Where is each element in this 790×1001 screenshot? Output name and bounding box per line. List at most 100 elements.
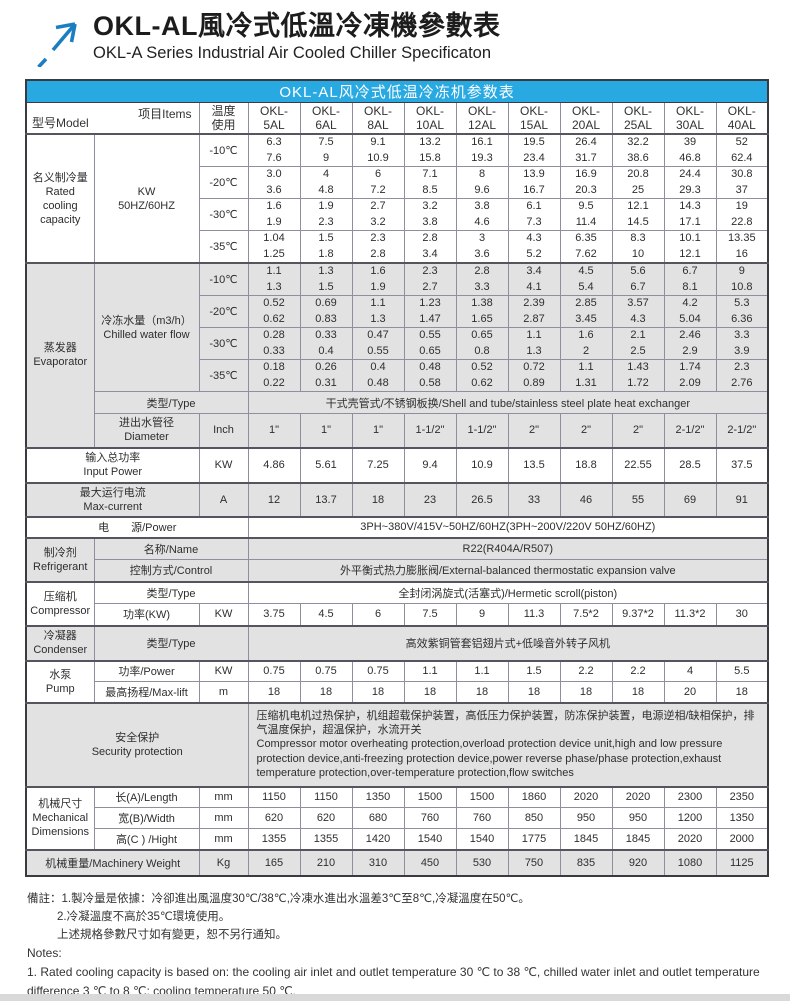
value-cell: 32.2 38.6 [611, 133, 665, 167]
unit-label: Kg [198, 849, 249, 876]
unit-label: KW [198, 660, 249, 682]
value-cell: 12.1 14.5 [611, 198, 665, 231]
value-cell: 4.5 [299, 603, 353, 626]
value-cell: 0.75 [351, 660, 405, 682]
value-cell: 18 [715, 681, 769, 703]
value-cell: 1540 [455, 828, 509, 850]
value-cell: 5.6 6.7 [611, 262, 665, 296]
value-cell: 1.6 1.9 [247, 198, 301, 231]
note-line: 備註：1.製冷量是依據：冷卻進出風溫度30℃/38℃,冷凍水進出水溫差3℃至8℃… [27, 892, 530, 905]
value-cell: 1355 [299, 828, 353, 850]
unit-label: KW 50HZ/60HZ [93, 133, 200, 264]
security-text-en: Compressor motor overheating protection,… [256, 738, 723, 779]
value-cell: 0.52 0.62 [455, 359, 509, 392]
value-cell: 18 [403, 681, 457, 703]
value-cell: 18.8 [559, 447, 613, 483]
temp-label: -10℃ [198, 133, 249, 167]
value-cell: 530 [455, 849, 509, 876]
value-cell: 2.7 3.2 [351, 198, 405, 231]
value-cell: 1" [351, 413, 405, 448]
merged-value-cell: 高效紫铜管套铝翅片式+低噪音外转子风机 [247, 625, 769, 661]
row-label: 功率/Power [93, 660, 200, 682]
value-cell: 1500 [455, 786, 509, 808]
value-cell: 9 10.8 [715, 262, 769, 296]
value-cell: 4.2 5.04 [663, 295, 717, 328]
section-machinery-weight: 机械重量/Machinery Weight Kg 165 210 310 450 530… [25, 849, 769, 876]
value-cell: 1.5 [507, 660, 561, 682]
value-cell: 1540 [403, 828, 457, 850]
value-cell: 30 [715, 603, 769, 626]
merged-value-cell: 3PH~380V/415V~50HZ/60HZ(3PH~200V/220V 50… [247, 516, 769, 538]
notes: 備註：1.製冷量是依據：冷卻進出風溫度30℃/38℃,冷凍水進出水溫差3℃至8℃… [25, 877, 765, 1001]
model-column-header: OKL- 20AL [559, 102, 613, 135]
value-cell: 1845 [611, 828, 665, 850]
value-cell: 11.3*2 [663, 603, 717, 626]
model-column-header: OKL- 5AL [247, 102, 301, 135]
row-label: 功率(KW) [93, 603, 200, 626]
value-cell: 1080 [663, 849, 717, 876]
row-label: 高(C ) /Hight [93, 828, 200, 850]
value-cell: 1775 [507, 828, 561, 850]
row-label: 宽(B)/Width [93, 807, 200, 829]
value-cell: 0.4 0.48 [351, 359, 405, 392]
value-cell: 2-1/2" [715, 413, 769, 448]
value-cell: 1.6 2 [559, 327, 613, 360]
unit-label: m [198, 681, 249, 703]
section-evaporator: 蒸发器 Evaporator 冷冻水量（m3/h） Chilled water fl… [25, 262, 769, 448]
value-cell: 3.3 3.9 [715, 327, 769, 360]
value-cell: 4.86 [247, 447, 301, 483]
value-cell: 0.52 0.62 [247, 295, 301, 328]
value-cell: 850 [507, 807, 561, 829]
unit-label: mm [198, 807, 249, 829]
value-cell: 5.3 6.36 [715, 295, 769, 328]
value-cell: 0.26 0.31 [299, 359, 353, 392]
value-cell: 7.25 [351, 447, 405, 483]
value-cell: 1.6 1.9 [351, 262, 405, 296]
unit-label: mm [198, 828, 249, 850]
value-cell: 2.3 2.76 [715, 359, 769, 392]
merged-value-cell: 全封闭涡旋式(活塞式)/Hermetic scroll(piston) [247, 581, 769, 604]
value-cell: 1.5 1.8 [299, 230, 353, 264]
value-cell: 1.1 1.31 [559, 359, 613, 392]
section-label: 蒸发器 Evaporator [25, 262, 95, 448]
value-cell: 52 62.4 [715, 133, 769, 167]
unit-label: KW [198, 603, 249, 626]
value-cell: 1125 [715, 849, 769, 876]
value-cell: 8 9.6 [455, 166, 509, 199]
section-rated-cooling-capacity: 名义制冷量 Rated cooling capacity KW 50HZ/60HZ -1… [25, 133, 769, 264]
value-cell: 2.2 [559, 660, 613, 682]
value-cell: 4 [663, 660, 717, 682]
value-cell: 3.4 4.1 [507, 262, 561, 296]
temp-label: -35℃ [198, 230, 249, 264]
value-cell: 6.3 7.6 [247, 133, 301, 167]
value-cell: 91 [715, 482, 769, 517]
page-title: OKL-AL風冷式低溫冷凍機參數表 [93, 11, 501, 41]
value-cell: 680 [351, 807, 405, 829]
value-cell: 2.8 3.3 [455, 262, 509, 296]
value-cell: 1150 [247, 786, 301, 808]
value-cell: 450 [403, 849, 457, 876]
value-cell: 16.1 19.3 [455, 133, 509, 167]
value-cell: 24.4 29.3 [663, 166, 717, 199]
value-cell: 6.1 7.3 [507, 198, 561, 231]
section-power-supply: 电 源/Power 3PH~380V/415V~50HZ/60HZ(3PH~20… [25, 516, 769, 538]
value-cell: 2.3 2.8 [351, 230, 405, 264]
model-column-header: OKL- 6AL [299, 102, 353, 135]
value-cell: 1-1/2" [455, 413, 509, 448]
value-cell: 1500 [403, 786, 457, 808]
value-cell: 18 [455, 681, 509, 703]
section-label: 安全保护 Security protection [25, 702, 249, 787]
value-cell: 620 [299, 807, 353, 829]
value-cell: 13.7 [299, 482, 353, 517]
value-cell: 28.5 [663, 447, 717, 483]
section-label: 冷凝器 Condenser [25, 625, 95, 661]
value-cell: 0.18 0.22 [247, 359, 301, 392]
value-cell: 0.75 [247, 660, 301, 682]
value-cell: 1.23 1.47 [403, 295, 457, 328]
model-column-header: OKL- 30AL [663, 102, 717, 135]
note-line: Notes: [27, 945, 62, 960]
value-cell: 6.35 7.62 [559, 230, 613, 264]
value-cell: 18 [507, 681, 561, 703]
unit-label: A [198, 482, 249, 517]
row-label: 进出水管径 Diameter [93, 413, 200, 448]
